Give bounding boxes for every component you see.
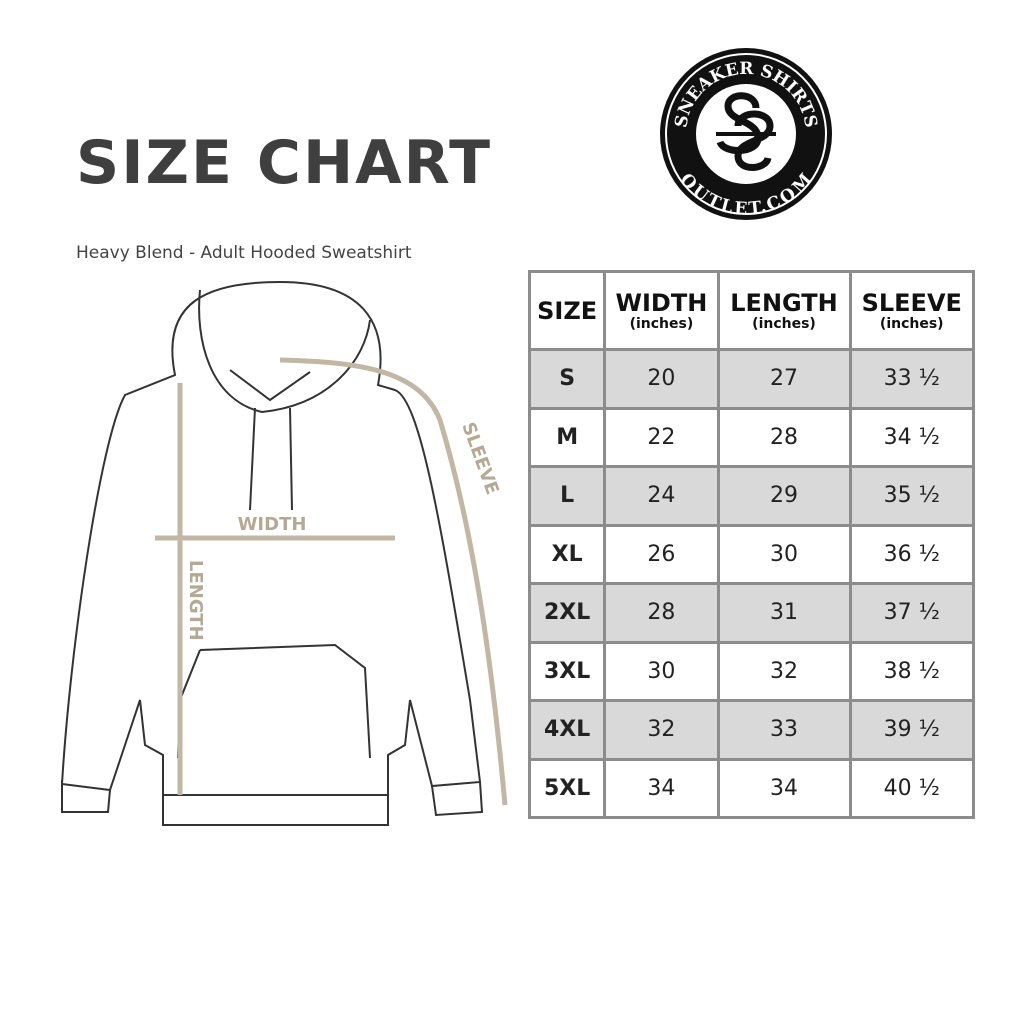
measurement-cell: 33 xyxy=(716,699,852,761)
column-header: LENGTH (inches) xyxy=(716,270,852,351)
measurement-cell: 38 ½ xyxy=(848,640,976,702)
header-label: SIZE xyxy=(537,296,598,325)
header-unit: (inches) xyxy=(629,315,694,332)
size-cell: M xyxy=(527,406,607,468)
size-cell: 3XL xyxy=(527,640,607,702)
measurement-arrows xyxy=(155,357,508,806)
hoodie-diagram: WIDTH LENGTH SLEEVE xyxy=(60,280,508,826)
table-row: 5XL 34 34 40 ½ xyxy=(527,757,976,819)
table-row: XL 26 30 36 ½ xyxy=(527,523,976,585)
hoodie-outline xyxy=(60,280,482,826)
ss-monogram xyxy=(716,92,776,171)
table-row: 4XL 32 33 39 ½ xyxy=(527,699,976,761)
table-row: 2XL 28 31 37 ½ xyxy=(527,582,976,644)
measurement-cell: 20 xyxy=(603,348,720,410)
size-cell: S xyxy=(527,348,607,410)
table-row: L 24 29 35 ½ xyxy=(527,465,976,527)
measurement-cell: 32 xyxy=(716,640,852,702)
measurement-cell: 39 ½ xyxy=(848,699,976,761)
measurement-cell: 34 xyxy=(603,757,720,819)
size-cell: 2XL xyxy=(527,582,607,644)
measurement-cell: 32 xyxy=(603,699,720,761)
measurement-cell: 30 xyxy=(603,640,720,702)
table-row: S 20 27 33 ½ xyxy=(527,348,976,410)
measurement-cell: 27 xyxy=(716,348,852,410)
header-label: WIDTH xyxy=(615,288,708,317)
column-header: SLEEVE (inches) xyxy=(848,270,976,351)
measurement-cell: 28 xyxy=(716,406,852,468)
sleeve-label: SLEEVE xyxy=(457,420,502,498)
measurement-cell: 28 xyxy=(603,582,720,644)
measurement-cell: 26 xyxy=(603,523,720,585)
table-header-row: SIZE WIDTH (inches) LENGTH (inches) SLEEVE (in… xyxy=(527,270,976,351)
column-header: SIZE xyxy=(527,270,607,351)
measurement-cell: 33 ½ xyxy=(848,348,976,410)
size-cell: XL xyxy=(527,523,607,585)
header-label: LENGTH xyxy=(730,288,838,317)
measurement-cell: 24 xyxy=(603,465,720,527)
width-label: WIDTH xyxy=(238,514,307,535)
measurement-cell: 22 xyxy=(603,406,720,468)
size-cell: 5XL xyxy=(527,757,607,819)
measurement-cell: 40 ½ xyxy=(848,757,976,819)
brand-logo: SNEAKER SHIRTS OUTLET.COM xyxy=(660,48,832,220)
measurement-cell: 30 xyxy=(716,523,852,585)
size-cell: L xyxy=(527,465,607,527)
measurement-cell: 29 xyxy=(716,465,852,527)
table-row: 3XL 30 32 38 ½ xyxy=(527,640,976,702)
table-row: M 22 28 34 ½ xyxy=(527,406,976,468)
size-table: SIZE WIDTH (inches) LENGTH (inches) SLEEVE (in… xyxy=(527,270,976,819)
measurement-cell: 37 ½ xyxy=(848,582,976,644)
page-title: SIZE CHART xyxy=(76,128,493,198)
measurement-cell: 34 xyxy=(716,757,852,819)
length-label: LENGTH xyxy=(185,560,206,641)
header-label: SLEEVE xyxy=(861,288,962,317)
measurement-cell: 35 ½ xyxy=(848,465,976,527)
header-unit: (inches) xyxy=(879,315,944,332)
measurement-cell: 34 ½ xyxy=(848,406,976,468)
size-cell: 4XL xyxy=(527,699,607,761)
column-header: WIDTH (inches) xyxy=(603,270,720,351)
header-unit: (inches) xyxy=(752,315,816,332)
measurement-cell: 36 ½ xyxy=(848,523,976,585)
product-subtitle: Heavy Blend - Adult Hooded Sweatshirt xyxy=(76,243,412,263)
measurement-cell: 31 xyxy=(716,582,852,644)
